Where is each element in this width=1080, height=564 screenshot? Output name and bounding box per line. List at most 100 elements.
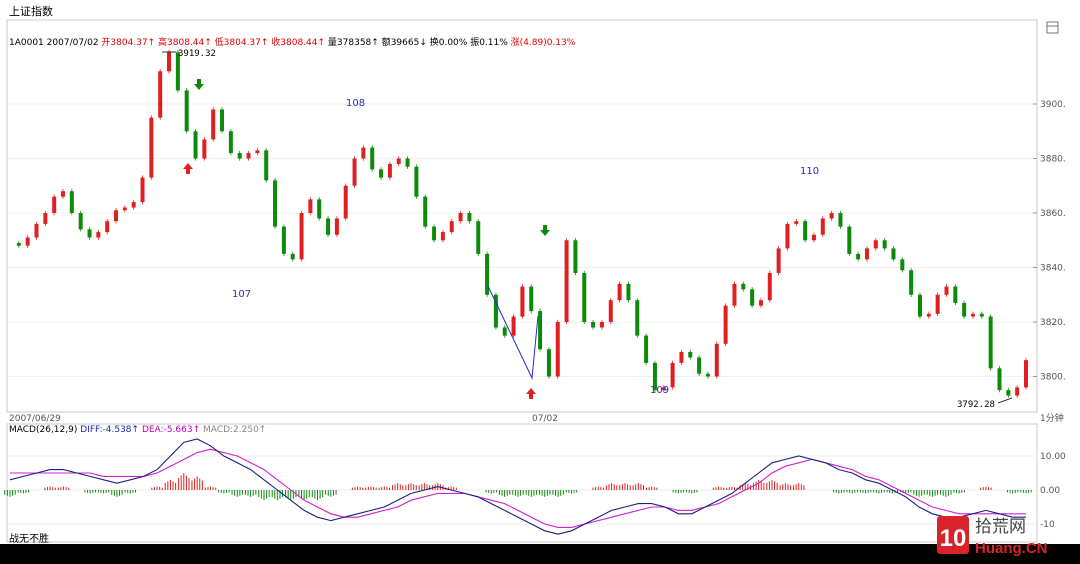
candle-body [944,286,949,295]
site-logo: 10 [937,516,969,554]
restore-window-icon[interactable] [1046,21,1059,34]
candle-body [935,294,940,314]
candle-body [873,240,878,249]
candle-body [432,226,437,241]
candle-body [1015,387,1020,396]
candle-body [211,109,216,140]
wave-label-109: 109 [650,385,669,396]
candle-body [803,221,808,241]
candle-body [1024,360,1028,388]
candle-body [820,218,825,235]
macd-diff-value: DIFF:-4.538↑ [80,425,140,435]
candle-body [202,139,207,159]
candle-body [122,207,127,211]
candle-body [96,232,101,238]
candle-body [997,368,1002,391]
watermark-cn: 拾荒网 [975,517,1026,537]
candle-body [626,283,631,301]
candle-body [184,90,189,132]
header-stats: 开3804.37↑ 高3808.44↑ 低3804.37↑ 收3808.44↑ … [101,38,575,48]
footer-label: 战无不胜 [9,534,49,545]
candle-body [864,248,869,260]
candle-body [281,226,286,254]
header-stat: 量378358↑ [327,38,382,48]
high-label: 3919.32 [178,49,216,59]
wave-label-107: 107 [232,289,251,300]
candle-body [750,289,755,306]
buy-arrow-icon [526,388,536,399]
dea-line [10,448,1026,528]
candle-body [962,302,967,317]
candle-body [564,240,569,322]
low-marker-line [997,397,1013,404]
candle-body [794,221,799,224]
candle-body [131,202,136,208]
candle-body [644,335,649,363]
candle-body [114,210,119,222]
price-grid [7,103,1037,377]
candle-body [838,213,843,227]
candle-body [343,185,348,219]
candle-body [317,199,322,219]
price-tick-label: 3820. [1040,318,1066,328]
candle-body [953,286,958,303]
price-axis: 3900. 3880. 3860. 3840. 3820. 3800. [1033,100,1066,383]
candle-body [87,229,92,238]
candle-body [69,191,74,213]
candle-body [264,150,269,181]
candle-body [140,177,145,203]
macd-axis: 10.00 0.00 -10 [1040,452,1066,530]
candle-body [599,322,604,328]
candle-body [661,387,666,391]
low-label: 3792.28 [957,400,995,410]
candle-body [493,294,498,328]
price-tick-label: 3840. [1040,264,1066,274]
candle-body [396,158,401,164]
candle-body [149,117,154,178]
candle-body [573,240,578,273]
sell-arrow-icon [540,225,550,236]
candle-body [334,218,339,235]
header-stat: 振0.11% [470,38,511,48]
wave-lines [487,285,539,380]
candle-body [228,131,233,154]
wave-label-110: 110 [800,166,819,177]
candle-body [856,253,861,260]
candle-body [1006,390,1011,396]
candle-body [361,147,366,159]
time-axis-mid-label: 07/02 [532,414,558,424]
candle-body [776,248,781,273]
candle-body [387,163,392,178]
candle-body [882,240,887,249]
candle-body [193,131,198,159]
candle-body [158,71,163,118]
candle-body [352,158,357,186]
candle-body [891,248,896,260]
header-stats-row: 1A0001 2007/07/02 开3804.37↑ 高3808.44↑ 低3… [9,35,575,48]
candle-body [546,349,551,377]
candle-body [988,316,993,369]
candle-body [255,150,260,154]
price-tick-label: 3860. [1040,209,1066,219]
candle-body [900,259,905,271]
candle-body [167,52,172,72]
candle-body [538,311,543,350]
candle-body [502,327,507,336]
candle-body [758,300,763,306]
candle-body [43,213,48,224]
buy-arrow-icon [183,163,193,174]
macd-dea-value: DEA:-5.663↑ [141,425,201,435]
candle-body [326,218,331,235]
candle-body [979,313,984,317]
candle-body [555,322,560,377]
candle-body [926,313,931,317]
candle-body [970,313,975,317]
candle-body [175,52,180,91]
time-axis-unit-label: 1分钟 [1040,412,1064,424]
candle-body [485,253,490,295]
candle-body [52,196,57,213]
candle-body [608,300,613,322]
logo-number: 10 [940,525,967,552]
header-stat: 高3808.44↑ [158,38,215,48]
candle-body [61,191,66,197]
